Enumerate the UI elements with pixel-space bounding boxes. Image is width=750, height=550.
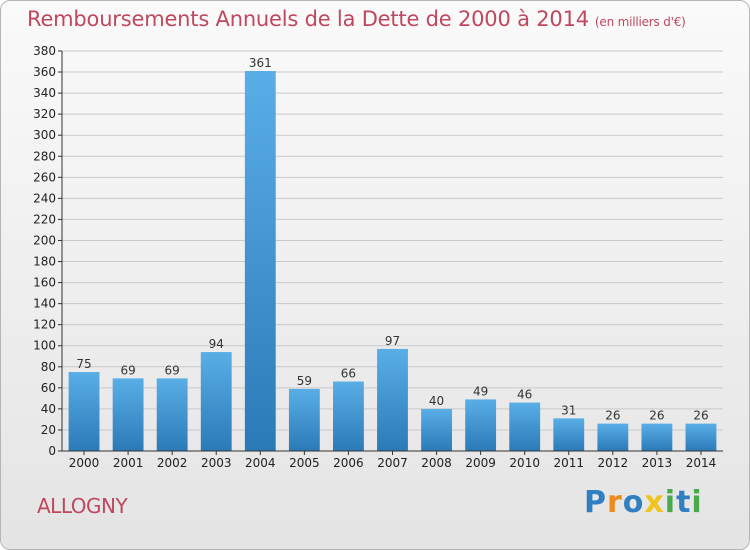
x-tick-label: 2000 — [69, 456, 100, 470]
y-tick-label: 260 — [33, 170, 56, 184]
bar-value-label: 75 — [76, 357, 91, 371]
bar-value-label: 69 — [165, 363, 180, 377]
commune-name: ALLOGNY — [37, 494, 128, 518]
y-tick-label: 280 — [33, 149, 56, 163]
x-tick-label: 2011 — [553, 456, 584, 470]
y-tick-label: 200 — [33, 233, 56, 247]
chart-subtitle: (en milliers d'€) — [594, 15, 686, 29]
chart-title: Remboursements Annuels de la Dette de 20… — [27, 7, 686, 31]
bar-value-label: 26 — [605, 409, 620, 423]
y-tick-label: 240 — [33, 191, 56, 205]
bar — [509, 402, 541, 451]
bar — [244, 71, 276, 451]
x-tick-label: 2009 — [465, 456, 496, 470]
x-tick-label: 2008 — [421, 456, 452, 470]
logo-letter: x — [644, 485, 665, 520]
logo-letter: t — [676, 485, 692, 520]
y-tick-label: 300 — [33, 128, 56, 142]
y-tick-label: 140 — [33, 297, 56, 311]
y-tick-label: 120 — [33, 318, 56, 332]
bar — [597, 423, 629, 451]
bar-value-label: 97 — [385, 334, 400, 348]
bar — [333, 381, 364, 451]
x-tick-label: 2012 — [598, 456, 629, 470]
bar-value-label: 361 — [249, 56, 272, 70]
bar — [641, 423, 673, 451]
y-tick-label: 40 — [41, 402, 56, 416]
bar-value-label: 66 — [341, 367, 356, 381]
y-tick-label: 0 — [48, 444, 56, 458]
x-tick-label: 2002 — [157, 456, 188, 470]
x-tick-label: 2007 — [377, 456, 408, 470]
y-tick-label: 100 — [33, 339, 56, 353]
bar-value-label: 94 — [209, 337, 224, 351]
bar — [156, 378, 188, 451]
bar — [465, 399, 497, 451]
y-tick-label: 380 — [33, 44, 56, 58]
x-tick-label: 2014 — [686, 456, 717, 470]
proxiti-logo: Proxiti — [584, 485, 703, 520]
bar-value-label: 46 — [517, 388, 532, 402]
bar — [685, 423, 717, 451]
bar-value-label: 26 — [649, 409, 664, 423]
x-tick-label: 2005 — [289, 456, 320, 470]
bar — [377, 348, 408, 451]
x-tick-label: 2013 — [642, 456, 673, 470]
x-tick-label: 2004 — [245, 456, 276, 470]
bar — [553, 418, 585, 451]
logo-letter: P — [584, 485, 607, 520]
bar — [68, 372, 100, 451]
logo-letter: r — [607, 485, 623, 520]
x-tick-label: 2003 — [201, 456, 232, 470]
y-tick-label: 80 — [41, 360, 56, 374]
y-tick-label: 160 — [33, 276, 56, 290]
bar-value-label: 59 — [297, 374, 312, 388]
bar — [112, 378, 144, 451]
bar-value-label: 49 — [473, 384, 488, 398]
x-tick-label: 2010 — [509, 456, 540, 470]
bar-value-label: 26 — [693, 409, 708, 423]
bar — [288, 388, 320, 451]
logo-letter: i — [664, 485, 677, 520]
x-tick-label: 2006 — [333, 456, 364, 470]
chart-title-text: Remboursements Annuels de la Dette de 20… — [27, 7, 589, 31]
y-tick-label: 20 — [41, 423, 56, 437]
logo-letter: i — [691, 485, 703, 520]
x-tick-label: 2001 — [113, 456, 144, 470]
y-tick-label: 180 — [33, 255, 56, 269]
bar — [200, 352, 232, 451]
y-tick-label: 320 — [33, 107, 56, 121]
bar — [421, 408, 452, 451]
bar-value-label: 40 — [429, 394, 444, 408]
y-tick-label: 220 — [33, 212, 56, 226]
bar-value-label: 69 — [120, 363, 135, 377]
logo-letter: o — [622, 485, 645, 520]
y-tick-label: 60 — [41, 381, 56, 395]
y-tick-label: 340 — [33, 86, 56, 100]
bar-value-label: 31 — [561, 403, 576, 417]
y-tick-label: 360 — [33, 65, 56, 79]
